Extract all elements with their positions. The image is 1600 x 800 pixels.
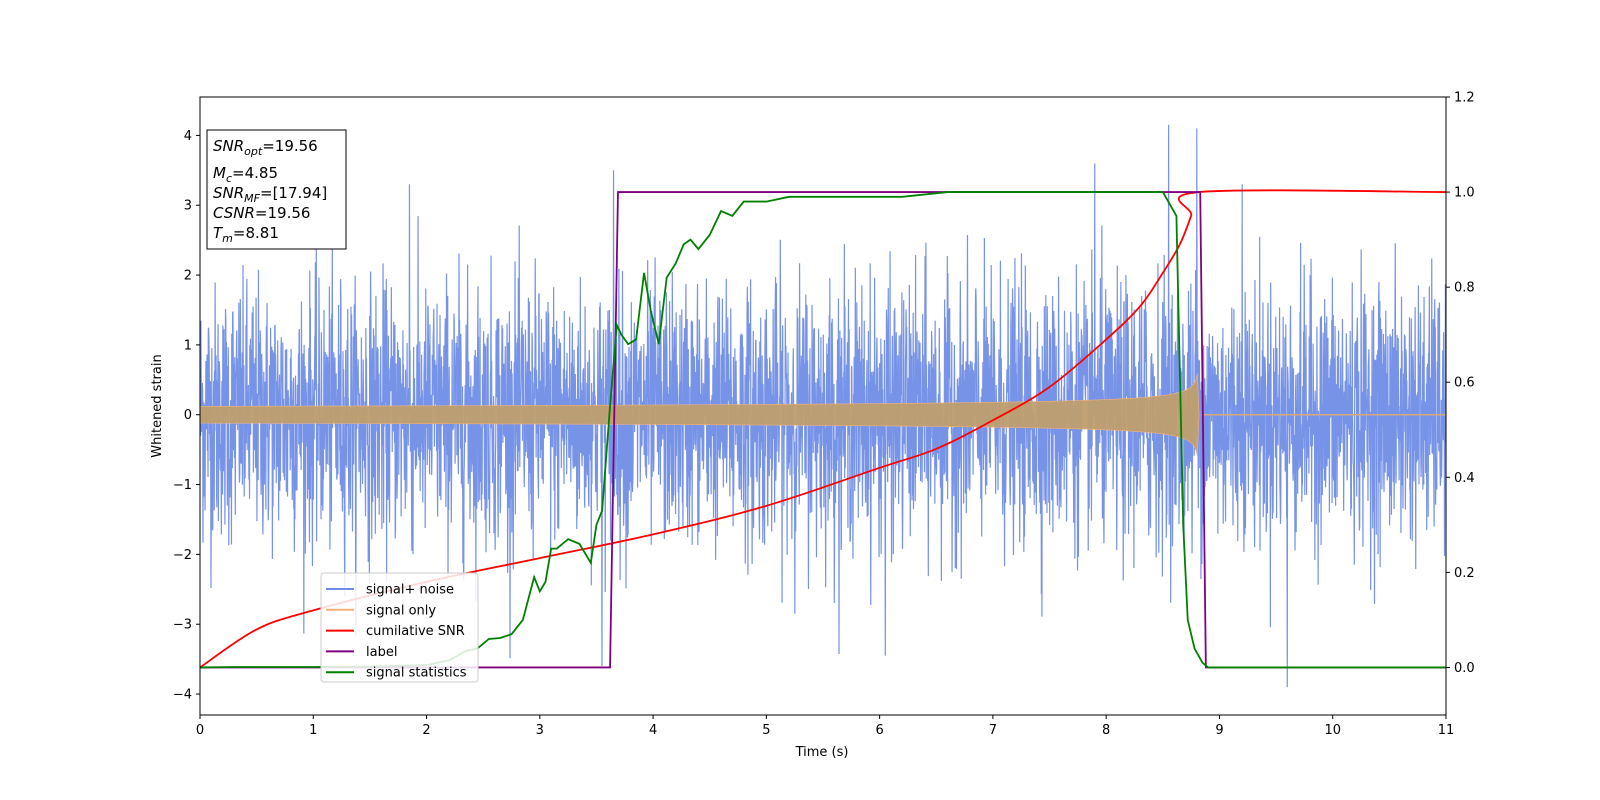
y-right-tick-label: 0.6 bbox=[1454, 376, 1475, 391]
y-axis-right-ticks: 0.0 0.2 0.4 0.6 0.8 1.0 1.2 bbox=[1446, 91, 1475, 676]
signal-only-envelope bbox=[200, 373, 1200, 457]
x-tick-label: 7 bbox=[989, 723, 997, 738]
legend-signal-statistics-label: signal statistics bbox=[366, 666, 467, 681]
x-tick-label: 2 bbox=[422, 723, 430, 738]
y-left-tick-label: 1 bbox=[184, 338, 192, 353]
info-tm: Tm=8.81 bbox=[213, 224, 279, 245]
x-tick-label: 10 bbox=[1324, 723, 1341, 738]
y-axis-label: Whitened strain bbox=[150, 354, 165, 457]
signal-statistics-line bbox=[200, 191, 1446, 669]
legend: signal+ noise signal only cumilative SNR la… bbox=[320, 572, 479, 683]
info-snr-opt: SNRopt=19.56 bbox=[213, 137, 318, 158]
y-left-tick-label: −2 bbox=[173, 548, 192, 563]
y-left-tick-label: 4 bbox=[184, 129, 192, 144]
y-left-tick-label: 2 bbox=[184, 269, 192, 284]
legend-cumilative-snr-label: cumilative SNR bbox=[366, 624, 465, 639]
info-csnr: CSNR=19.56 bbox=[213, 204, 310, 222]
info-snr-mf: SNRMF=[17.94] bbox=[213, 184, 327, 205]
x-axis-ticks: 0 1 2 3 4 5 6 7 8 9 10 11 bbox=[196, 715, 1454, 738]
y-right-tick-label: 1.2 bbox=[1454, 91, 1475, 106]
x-tick-label: 9 bbox=[1215, 723, 1223, 738]
y-right-tick-label: 0.8 bbox=[1454, 281, 1475, 296]
y-right-tick-label: 1.0 bbox=[1454, 186, 1475, 201]
plot-frame bbox=[199, 96, 1447, 716]
legend-signal-noise-label: signal+ noise bbox=[366, 583, 454, 598]
x-tick-label: 11 bbox=[1438, 723, 1455, 738]
signal-noise-line bbox=[200, 124, 1446, 688]
x-tick-label: 0 bbox=[196, 723, 204, 738]
x-tick-label: 8 bbox=[1102, 723, 1110, 738]
y-left-tick-label: 3 bbox=[184, 199, 192, 214]
signal-noise-series bbox=[200, 124, 1446, 688]
x-tick-label: 6 bbox=[875, 723, 883, 738]
y-left-tick-label: 0 bbox=[184, 408, 192, 423]
y-right-tick-label: 0.0 bbox=[1454, 661, 1475, 676]
y-left-tick-label: −3 bbox=[173, 618, 192, 633]
x-tick-label: 4 bbox=[649, 723, 657, 738]
y-left-tick-label: −4 bbox=[173, 688, 192, 703]
x-tick-label: 1 bbox=[309, 723, 317, 738]
y-left-tick-label: −1 bbox=[173, 478, 192, 493]
y-right-tick-label: 0.4 bbox=[1454, 471, 1475, 486]
signal-only-series bbox=[200, 373, 1446, 457]
info-box: SNRopt=19.56 Mc=4.85 SNRMF=[17.94] CSNR=… bbox=[206, 129, 347, 250]
x-tick-label: 3 bbox=[536, 723, 544, 738]
legend-label-label: label bbox=[366, 645, 397, 660]
legend-signal-only-label: signal only bbox=[366, 603, 436, 618]
info-mc: Mc=4.85 bbox=[213, 164, 278, 185]
x-axis-label: Time (s) bbox=[795, 745, 849, 760]
y-axis-left-ticks: −4 −3 −2 −1 0 1 2 3 4 bbox=[173, 129, 200, 703]
y-right-tick-label: 0.2 bbox=[1454, 566, 1475, 581]
x-tick-label: 5 bbox=[762, 723, 770, 738]
